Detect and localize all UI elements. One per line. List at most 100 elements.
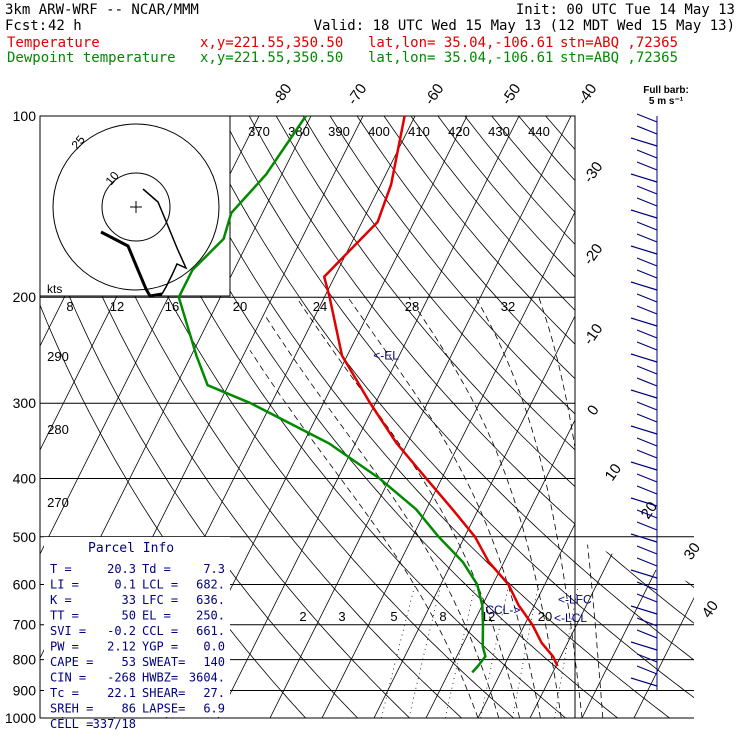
wind-barb bbox=[636, 341, 658, 351]
wind-barb bbox=[636, 473, 658, 483]
isotherm-line bbox=[529, 116, 694, 718]
dry-adiabat-line bbox=[491, 116, 694, 718]
wind-barb bbox=[636, 293, 658, 303]
theta-label: 440 bbox=[528, 124, 550, 139]
wind-barb bbox=[630, 317, 658, 327]
wind-barb bbox=[636, 149, 658, 159]
theta-label: 390 bbox=[328, 124, 350, 139]
isotherm-label: -20 bbox=[580, 241, 606, 269]
parcel-info-value: 0.0 bbox=[203, 640, 225, 654]
parcel-info-value: 86 bbox=[122, 702, 136, 716]
parcel-info-value: 3604. bbox=[189, 671, 225, 685]
dewpoint-station: stn=ABQ ,72365 bbox=[560, 50, 679, 66]
wind-barb bbox=[630, 569, 658, 579]
parcel-info-key: CCL = bbox=[142, 624, 178, 638]
model-title: 3km ARW-WRF -- NCAR/MMM bbox=[5, 2, 199, 18]
theta-label: 410 bbox=[408, 124, 430, 139]
parcel-info-value: 27. bbox=[203, 686, 225, 700]
isotherm-line bbox=[633, 116, 694, 718]
wind-barb bbox=[636, 401, 658, 411]
parcel-info-key: LCL = bbox=[142, 578, 178, 592]
hodograph-center-icon bbox=[130, 201, 142, 213]
temperature-latlon: lat,lon= 35.04,-106.61 bbox=[368, 35, 554, 51]
dry-adiabat-line bbox=[87, 116, 529, 718]
parcel-info-key: TT = bbox=[50, 609, 79, 623]
parcel-info-value: 636. bbox=[196, 593, 225, 607]
dewpoint-trace bbox=[177, 115, 487, 674]
wind-barb bbox=[636, 377, 658, 387]
wind-barb bbox=[636, 221, 658, 231]
theta-label: 290 bbox=[47, 349, 69, 364]
level-marker-label: <-LFC bbox=[558, 593, 592, 607]
wind-legend-value: 5 m s⁻¹ bbox=[649, 96, 684, 107]
isotherm-line bbox=[373, 116, 676, 718]
parcel-info-value: 250. bbox=[196, 609, 225, 623]
temperature-trace bbox=[322, 115, 559, 667]
pressure-tick-label: 300 bbox=[13, 395, 37, 411]
temperature-xy: x,y=221.55,350.50 bbox=[200, 35, 344, 51]
theta-label: 370 bbox=[248, 124, 270, 139]
parcel-info-value: -0.2 bbox=[107, 624, 136, 638]
isotherm-label: 0 bbox=[584, 402, 603, 419]
wind-barb bbox=[636, 593, 658, 603]
parcel-info-key: T = bbox=[50, 562, 72, 576]
wind-barb bbox=[630, 533, 658, 543]
wind-barb bbox=[636, 233, 658, 243]
isotherm-line bbox=[321, 116, 624, 718]
isotherm-label: -10 bbox=[580, 321, 606, 349]
parcel-info-background bbox=[44, 537, 230, 717]
parcel-info-key: K = bbox=[50, 593, 72, 607]
hodograph-units: kts bbox=[47, 282, 62, 296]
parcel-info-value: -268 bbox=[107, 671, 136, 685]
isotherm-line bbox=[269, 116, 572, 718]
wind-barb bbox=[630, 245, 658, 255]
wind-barb bbox=[636, 557, 658, 567]
wind-barb bbox=[636, 485, 658, 495]
parcel-info-value: 7.3 bbox=[203, 562, 225, 576]
wind-barb bbox=[636, 305, 658, 315]
mixing-ratio-label: 8 bbox=[439, 609, 446, 624]
wind-barb bbox=[636, 617, 658, 627]
wind-barb bbox=[636, 449, 658, 459]
wind-barb bbox=[630, 209, 658, 219]
mixing-ratio-label: 12 bbox=[481, 609, 495, 624]
isotherm-line bbox=[477, 116, 694, 718]
pressure-tick-label: 500 bbox=[13, 529, 37, 545]
wind-barb bbox=[636, 521, 658, 531]
parcel-info-key: Td = bbox=[142, 562, 171, 576]
isotherm-label: -60 bbox=[421, 81, 447, 109]
valid-time: Valid: 18 UTC Wed 15 May 13 (12 MDT Wed … bbox=[313, 18, 735, 34]
isotherm-label: 10 bbox=[602, 461, 625, 484]
dry-adiabat-line bbox=[60, 116, 476, 718]
parcel-info-value: 682. bbox=[196, 578, 225, 592]
dry-adiabat-line bbox=[195, 116, 694, 718]
pressure-tick-label: 600 bbox=[13, 576, 37, 592]
pressure-tick-label: 800 bbox=[13, 652, 37, 668]
hodograph-scale-label: 32 bbox=[501, 299, 515, 314]
mixing-ratio-label: 2 bbox=[299, 609, 306, 624]
isotherm-line bbox=[581, 116, 694, 718]
parcel-info-value: 22.1 bbox=[107, 686, 136, 700]
dry-adiabat-line bbox=[302, 116, 694, 718]
hodograph-scale-label: 12 bbox=[110, 299, 124, 314]
dry-adiabat-line bbox=[329, 116, 694, 718]
level-marker-label: <-LCL bbox=[554, 611, 587, 625]
wind-barb bbox=[630, 389, 658, 399]
mixing-ratio-label: 3 bbox=[338, 609, 345, 624]
pressure-tick-label: 700 bbox=[13, 617, 37, 633]
dewpoint-latlon: lat,lon= 35.04,-106.61 bbox=[368, 50, 554, 66]
parcel-info-value: 33 bbox=[122, 593, 136, 607]
parcel-info-key: HWBZ= bbox=[142, 671, 178, 685]
parcel-info-key: LAPSE= bbox=[142, 702, 185, 716]
hodograph-ring-inner bbox=[101, 172, 171, 242]
parcel-info-key: CELL = bbox=[50, 717, 93, 731]
parcel-info-value: 50 bbox=[122, 609, 136, 623]
parcel-info-key: EL = bbox=[142, 609, 171, 623]
wind-barb bbox=[630, 641, 658, 651]
parcel-info-key: PW = bbox=[50, 640, 79, 654]
dry-adiabat-line bbox=[141, 116, 635, 718]
wind-barb bbox=[636, 257, 658, 267]
